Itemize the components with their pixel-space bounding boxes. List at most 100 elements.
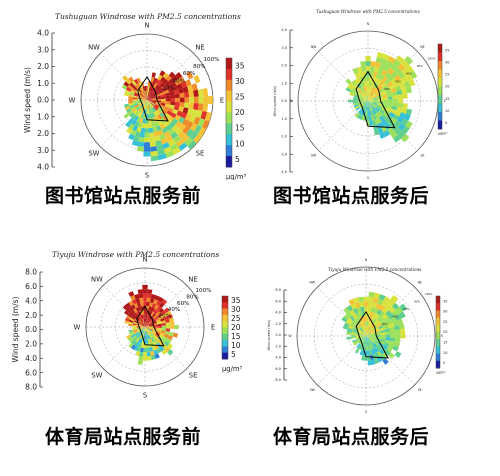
heat-cell (366, 333, 371, 336)
heat-cell (395, 306, 403, 315)
heat-cell (168, 121, 176, 129)
direction-label: NW (310, 280, 315, 284)
heat-cell (155, 78, 161, 85)
heat-cell (387, 67, 395, 75)
heat-cell (150, 342, 155, 347)
heat-cell (157, 119, 163, 126)
heat-cell (370, 331, 376, 335)
heat-cell (366, 81, 370, 86)
heat-cell (141, 91, 145, 97)
heat-cell (179, 102, 185, 108)
heat-cell (359, 344, 363, 350)
heat-cell (353, 103, 359, 106)
heat-cell (343, 313, 350, 320)
heat-cell (365, 110, 368, 116)
heat-cell (356, 336, 362, 338)
heat-cell (390, 109, 397, 115)
heat-cell (368, 98, 373, 101)
heat-cell (370, 332, 376, 335)
heat-cell (351, 87, 357, 93)
heat-cell (147, 100, 151, 104)
heat-cell (353, 96, 359, 99)
heat-cell (174, 79, 181, 86)
heat-cell (352, 308, 359, 314)
windrose-panel-3: Tiyuju Windrose with PM2.5 concentration… (0, 244, 250, 414)
colorbar-swatch (436, 339, 440, 347)
heat-cell (142, 327, 145, 331)
heat-cell (142, 100, 147, 102)
heat-cell (140, 127, 146, 133)
heat-cell (133, 308, 138, 313)
heat-cell (135, 332, 140, 337)
heat-cell (368, 101, 371, 106)
heat-cell (169, 143, 179, 151)
heat-cell (157, 149, 166, 156)
heat-cell (150, 86, 154, 92)
heat-cell (124, 89, 131, 94)
panel-caption-4: 体育局站点服务后 (273, 426, 430, 448)
heat-cell (363, 99, 368, 101)
heat-cell (172, 85, 179, 91)
heat-cell (384, 339, 391, 344)
heat-cell (369, 105, 373, 111)
heat-cell (147, 100, 151, 104)
direction-label: NW (311, 45, 316, 49)
direction-label: SW (311, 154, 316, 158)
heat-cell (144, 128, 150, 133)
direction-label: SE (418, 388, 422, 392)
heat-cell (368, 101, 373, 105)
heat-cell (154, 309, 159, 315)
heat-cell (144, 322, 146, 327)
heat-cell (173, 89, 180, 95)
heat-cell (368, 101, 369, 106)
heat-cell (364, 340, 366, 346)
heat-cell (162, 86, 169, 92)
heat-cell (126, 315, 131, 320)
heat-cell (356, 89, 362, 95)
heat-cell (149, 91, 153, 97)
heat-cell (150, 92, 155, 97)
colorbar-swatch (222, 327, 228, 335)
heat-cell (145, 327, 146, 332)
heat-cell (148, 86, 152, 92)
heat-cell (150, 76, 155, 83)
heat-cell (142, 118, 146, 124)
direction-label: NE (195, 44, 204, 52)
heat-cell (142, 108, 146, 114)
heat-cell (157, 129, 164, 136)
heat-cell (364, 97, 368, 101)
heat-cell (150, 155, 159, 162)
panel-caption-1: 图书馆站点服务前 (45, 185, 202, 207)
heat-cell (398, 323, 405, 330)
heat-cell (165, 75, 172, 82)
heat-cell (358, 97, 364, 100)
direction-label: SW (310, 388, 315, 392)
heat-cell (160, 310, 166, 316)
heat-cell (187, 108, 194, 116)
heat-cell (366, 335, 371, 336)
heat-cell (122, 304, 129, 311)
pm25-heat-field (341, 291, 407, 366)
colorbar-swatch (226, 68, 232, 81)
heat-cell (150, 332, 155, 337)
heat-cell (151, 100, 157, 103)
y-tick-label: 4.0 (275, 356, 281, 360)
heat-cell (370, 92, 374, 97)
heat-cell (391, 91, 398, 97)
heat-cell (147, 96, 151, 100)
heat-cell (134, 331, 139, 336)
heat-cell (140, 347, 144, 353)
heat-cell (369, 322, 373, 328)
heat-cell (142, 99, 147, 101)
heat-cell (388, 99, 393, 103)
heat-cell (404, 55, 414, 65)
heat-cell (379, 317, 385, 323)
heat-cell (156, 125, 162, 132)
y-axis-label: Wind speed (m/s) (267, 319, 271, 350)
heat-cell (142, 284, 148, 290)
heat-cell (133, 336, 138, 341)
heat-cell (153, 299, 158, 305)
heat-cell (392, 114, 400, 121)
heat-cell (347, 317, 353, 323)
heat-cell (400, 333, 406, 339)
